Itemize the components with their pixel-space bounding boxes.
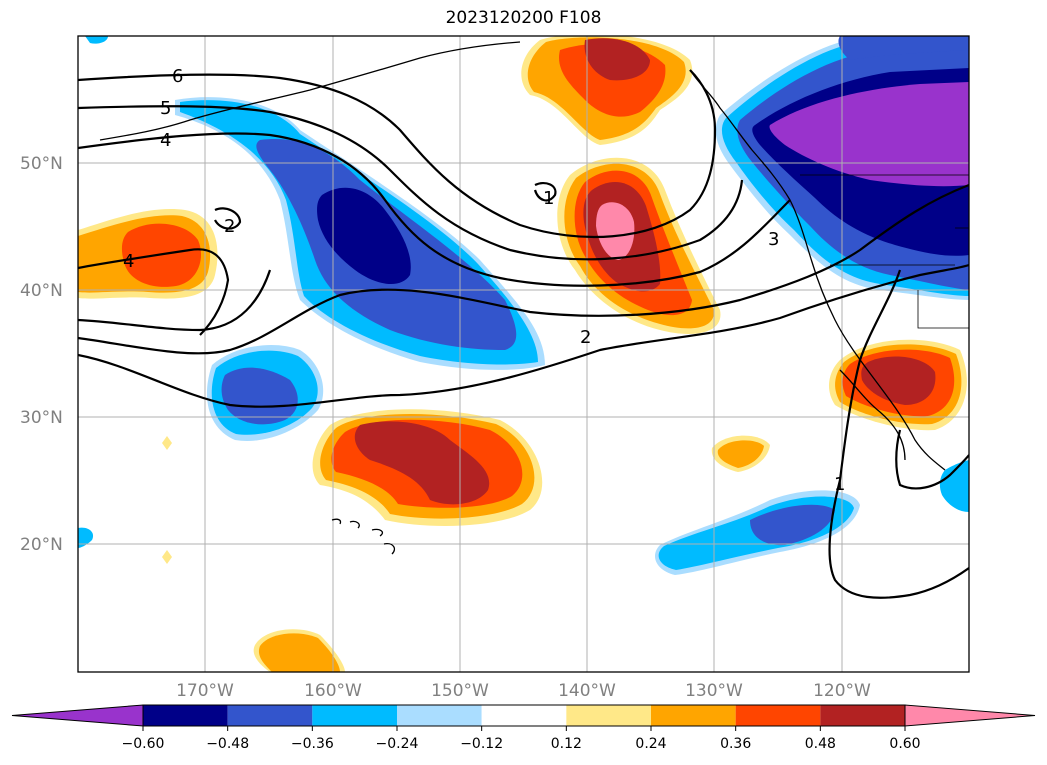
contour-label-4: 4 <box>160 130 171 151</box>
contour-label-3: 3 <box>768 229 779 250</box>
colorbar-tick-label: −0.24 <box>376 736 419 752</box>
colorbar-tick-label: −0.60 <box>122 736 165 752</box>
colorbar-tick-label: 0.60 <box>889 736 920 752</box>
colorbar-tick-label: −0.12 <box>460 736 503 752</box>
lon-label-140w: 140°W <box>558 681 616 701</box>
colorbar-segment <box>651 705 736 726</box>
contour-label-2-central: 2 <box>580 327 591 348</box>
lon-label-160w: 160°W <box>304 681 362 701</box>
colorbar-segment <box>481 705 567 726</box>
colorbar-segment <box>735 705 821 726</box>
plot-frame <box>77 35 970 673</box>
contour-labels: 6 5 4 2 4 1 2 3 1 <box>123 66 845 495</box>
colorbar-tick-label: 0.48 <box>805 736 836 752</box>
contour-label-6: 6 <box>172 66 183 87</box>
colorbar-tick-label: 0.36 <box>720 736 751 752</box>
lon-label-130w: 130°W <box>685 681 743 701</box>
colorbar-tick-label: −0.36 <box>291 736 334 752</box>
map-title: 2023120200 F108 <box>445 8 602 28</box>
colorbar-tick-label: 0.24 <box>635 736 666 752</box>
contour-label-1-north: 1 <box>543 188 554 209</box>
colorbar-segment <box>820 705 905 726</box>
longitude-labels: 170°W 160°W 150°W 140°W 130°W 120°W <box>176 681 871 701</box>
lon-label-170w: 170°W <box>176 681 234 701</box>
lat-label-20: 20°N <box>20 535 63 555</box>
contour-label-4-west: 4 <box>123 251 134 272</box>
lat-label-30: 30°N <box>20 408 63 428</box>
colorbar-segment <box>143 705 228 726</box>
lon-label-150w: 150°W <box>431 681 489 701</box>
contours <box>78 69 969 599</box>
colorbar-tick-label: 0.12 <box>551 736 582 752</box>
contour-label-5: 5 <box>160 98 171 119</box>
colorbar-segment <box>397 705 482 726</box>
colorbar: −0.60 −0.48 −0.36 −0.24 −0.12 0.12 0.24 0.36 0.4… <box>11 704 1036 752</box>
lat-label-50: 50°N <box>20 154 63 174</box>
colorbar-tick-label: −0.48 <box>206 736 249 752</box>
lon-label-120w: 120°W <box>813 681 871 701</box>
colorbar-extend-max <box>904 704 1036 727</box>
latitude-labels: 50°N 40°N 30°N 20°N <box>20 154 63 555</box>
colorbar-frame <box>142 704 906 727</box>
colorbar-extend-min <box>11 704 144 727</box>
colorbar-segment <box>566 705 651 726</box>
coastlines <box>99 41 969 555</box>
contour-label-1-south: 1 <box>834 474 845 495</box>
colorbar-segment <box>312 705 397 726</box>
contour-label-2-west: 2 <box>224 216 235 237</box>
lat-label-40: 40°N <box>20 281 63 301</box>
colorbar-segment <box>227 705 313 726</box>
